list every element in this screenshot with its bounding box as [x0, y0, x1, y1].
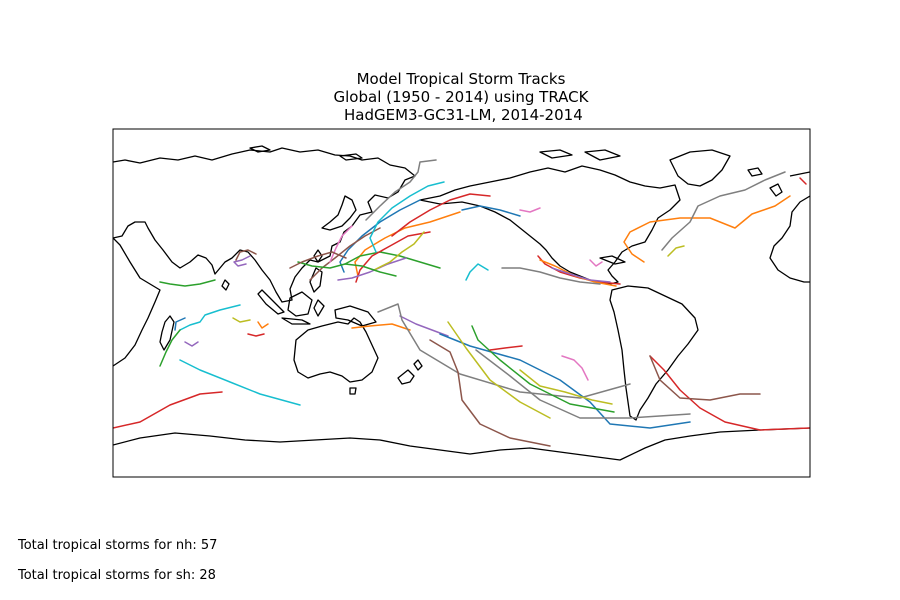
coastline-arctic-islands	[249, 145, 621, 161]
title-line-2: Global (1950 - 2014) using TRACK	[333, 88, 589, 106]
storm-track	[429, 339, 551, 447]
coastline-tasmania	[349, 387, 357, 395]
storm-tracks	[113, 159, 810, 447]
storm-track	[369, 181, 445, 253]
storm-track	[373, 231, 425, 271]
storm-track	[309, 227, 381, 281]
storm-track	[661, 171, 786, 251]
coastline-south-america	[609, 285, 699, 421]
coastline-iceland	[747, 167, 763, 177]
storm-track	[159, 329, 181, 367]
storm-track	[174, 317, 186, 331]
storm-track	[337, 257, 407, 281]
storm-track	[257, 321, 269, 329]
storm-track	[561, 355, 589, 381]
storm-track	[297, 261, 397, 277]
map-frame	[112, 128, 811, 478]
coastline-australia	[293, 317, 379, 383]
storm-track	[667, 245, 685, 257]
storm-track	[519, 369, 613, 405]
storm-track	[339, 199, 421, 273]
storm-track	[537, 255, 621, 285]
coastline-borneo	[287, 291, 313, 317]
storm-track	[184, 341, 199, 347]
storm-track	[351, 323, 411, 331]
storm-track	[649, 355, 761, 401]
coastline-madagascar	[159, 315, 175, 351]
coastlines	[113, 145, 810, 461]
title-line-3: HadGEM3-GC31-LM, 2014-2014	[339, 106, 583, 124]
storm-track	[289, 251, 347, 269]
storm-track	[355, 231, 431, 283]
storm-track	[354, 211, 461, 277]
title-line-1: Model Tropical Storm Tracks	[356, 70, 566, 88]
storm-track	[235, 249, 257, 261]
coastline-north-america	[419, 165, 681, 285]
storm-track	[475, 349, 691, 419]
storm-track	[471, 325, 615, 413]
storm-track	[232, 317, 251, 323]
coastline-sri-lanka	[221, 279, 230, 291]
storm-track	[623, 195, 791, 263]
coastline-new-zealand	[397, 359, 423, 385]
storm-track	[489, 345, 523, 351]
coastline-greenland	[669, 149, 731, 187]
storm-track	[365, 159, 437, 221]
coastline-eurasia	[113, 147, 416, 303]
storm-track	[391, 193, 491, 237]
storm-track	[447, 321, 551, 419]
storm-track	[247, 333, 265, 337]
storm-track	[377, 303, 631, 399]
storm-track	[179, 304, 241, 331]
storm-track	[461, 205, 521, 217]
storm-track	[179, 359, 301, 406]
storm-track	[799, 177, 807, 185]
coastline-caribbean	[599, 255, 626, 265]
storm-track	[439, 333, 691, 429]
storm-track	[589, 259, 603, 267]
coastline-sumatra-java	[257, 289, 311, 325]
storm-track	[501, 267, 601, 285]
nh-storm-count: Total tropical storms for nh: 57	[18, 538, 218, 553]
storm-track	[465, 263, 489, 281]
sh-storm-count: Total tropical storms for sh: 28	[18, 568, 216, 583]
coastline-europe-africa-east	[769, 195, 810, 283]
storm-track	[344, 251, 441, 269]
storm-track	[113, 391, 223, 429]
storm-track	[519, 207, 541, 213]
coastline-uk	[769, 171, 810, 197]
storm-track	[329, 225, 353, 263]
storm-track	[399, 315, 449, 337]
coastline-antarctica	[113, 427, 810, 461]
storm-track	[649, 355, 810, 431]
storm-track	[551, 267, 611, 283]
coastline-japan	[321, 195, 357, 231]
chart-title: Model Tropical Storm Tracks Global (1950…	[0, 70, 900, 124]
storm-track	[233, 255, 251, 267]
map-content	[113, 145, 810, 461]
coastline-africa	[113, 237, 161, 367]
storm-track	[159, 279, 216, 287]
coastline-new-guinea	[313, 299, 377, 327]
